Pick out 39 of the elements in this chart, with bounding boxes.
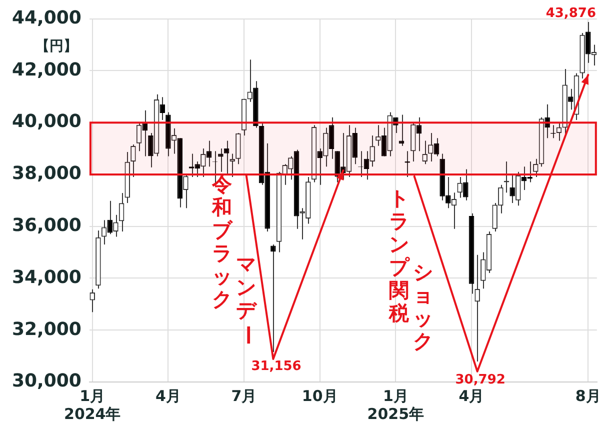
y-tick-label: 42,000	[12, 59, 82, 80]
y-tick-label: 38,000	[12, 163, 82, 184]
candlestick	[136, 122, 142, 152]
candlestick	[90, 288, 95, 313]
candlestick	[118, 192, 124, 232]
x-tick-label: 10月	[302, 386, 338, 405]
candlestick	[457, 176, 462, 198]
candlestick	[236, 132, 241, 165]
x-tick-label: 8月	[575, 386, 600, 405]
y-tick-label: 34,000	[12, 266, 82, 288]
annotation: 31,156	[251, 358, 302, 374]
candlestick	[474, 254, 480, 362]
x-tick-label: 4月	[458, 386, 484, 405]
candlestick	[428, 132, 434, 162]
candlestick	[376, 124, 381, 146]
annotation: 43,876	[546, 6, 596, 21]
candlestick	[422, 140, 428, 165]
y-tick-label: 36,000	[12, 215, 82, 236]
annotation: 30,792	[455, 372, 506, 388]
candlestick	[200, 148, 206, 178]
candlestick	[398, 114, 404, 146]
candlestick	[451, 192, 457, 230]
y-tick-label: 44,000	[12, 7, 82, 28]
x-tick-label: 7月	[231, 386, 257, 405]
candlestick	[218, 148, 224, 172]
candlestick	[516, 171, 521, 206]
candlestick	[370, 135, 375, 168]
candlestick	[130, 144, 136, 178]
y-tick-label: 32,000	[12, 318, 82, 340]
candlestick	[183, 174, 188, 209]
x-tick-label: 4月	[155, 386, 181, 405]
candlestick	[224, 140, 230, 175]
candlestick	[323, 127, 328, 168]
candlestick	[113, 214, 118, 238]
candlestick	[247, 59, 252, 102]
y-axis-title: 【円】	[35, 38, 78, 54]
candlestick	[270, 244, 276, 353]
y-tick-label: 40,000	[12, 111, 82, 132]
x-tick-label: 1月 2025年	[367, 386, 424, 423]
